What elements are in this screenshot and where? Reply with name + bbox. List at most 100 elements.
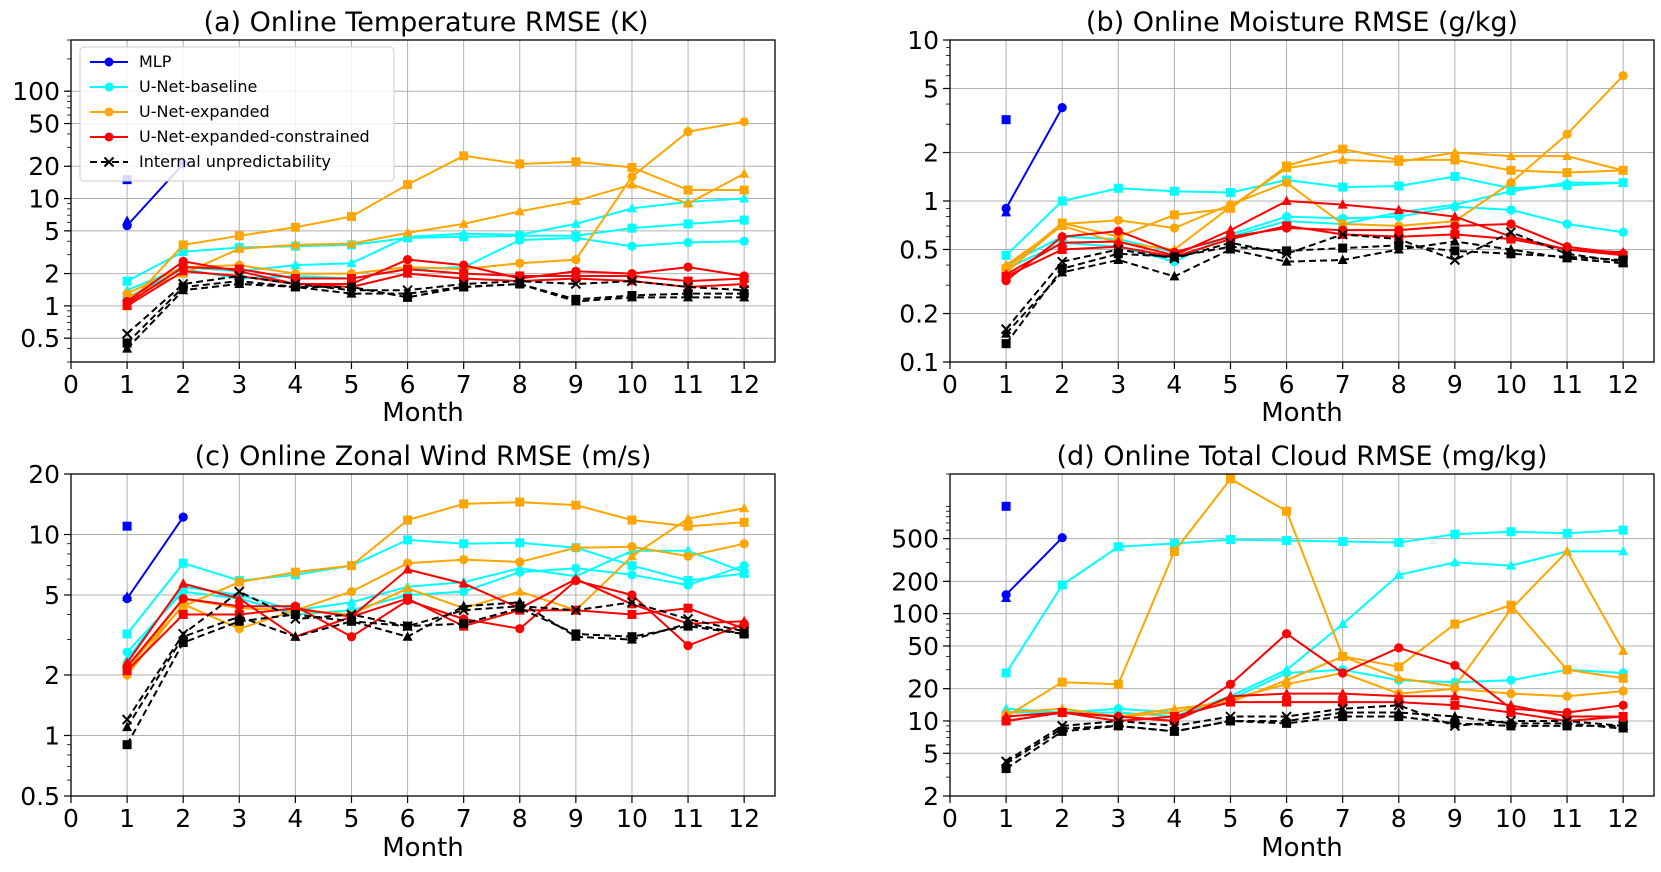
panel-c-series-u-net-baseline-square-point xyxy=(178,558,188,568)
panel-d-series-u-net-baseline-circle-point xyxy=(1113,704,1123,714)
panel-d-series-u-net-expanded-square-point xyxy=(1282,506,1292,516)
panel-c-series-internal-unpredictability-x-point xyxy=(626,597,638,608)
panel-c-x-tick-label: 0 xyxy=(63,804,79,833)
panel-d-series-u-net-baseline-square-point xyxy=(1338,537,1348,547)
panel-d-series-internal-unpredictability-square-point xyxy=(1394,712,1404,722)
panel-b-series-internal-unpredictability-triangle-point xyxy=(1505,243,1516,254)
panel-d-series-u-net-baseline-square-point xyxy=(1113,542,1123,552)
panel-b-x-ticks: 0 1 2 3 4 5 6 7 8 9 10 11 12 xyxy=(942,362,1639,399)
panel-a-y-tick-label: 2 xyxy=(44,260,60,289)
panel-d-series-u-net-expanded-constrained-square-point xyxy=(1169,712,1179,722)
panel-c-series-u-net-baseline-circle-point xyxy=(571,563,581,573)
panel-a-series-u-net-baseline-triangle-point xyxy=(570,218,581,228)
panel-c-series-u-net-expanded-circle-point xyxy=(346,586,357,597)
panel-b-y-tick-label: 5 xyxy=(923,74,939,103)
panel-a-series-internal-unpredictability-triangle-point xyxy=(290,281,301,291)
panel-a-series-u-net-expanded-triangle-line xyxy=(126,172,745,299)
panel-a-series-u-net-expanded-square-point xyxy=(627,162,637,172)
panel-a-series-u-net-baseline-circle-point xyxy=(739,236,749,246)
panel-a-series-u-net-baseline-square-point xyxy=(178,247,188,257)
panel-c-series-u-net-expanded-constrained-circle-point xyxy=(178,593,188,604)
panel-a-series-internal-unpredictability-triangle-point xyxy=(178,284,189,295)
panel-a-title: (a) Online Temperature RMSE (K) xyxy=(203,7,648,38)
panel-b-series-u-net-expanded-triangle-point xyxy=(1618,164,1629,175)
panel-b-series-internal-unpredictability-square-line xyxy=(1005,244,1624,345)
panel-d-series-internal-unpredictability-x-point xyxy=(1393,700,1404,711)
panel-a-y-tick-label: 50 xyxy=(28,110,60,139)
panel-a-series-u-net-expanded-square-line xyxy=(126,154,745,307)
panel-b-series-u-net-expanded-constrained-circle-point xyxy=(1113,226,1123,236)
panel-b-series-u-net-expanded-triangle-point xyxy=(1057,220,1068,230)
panel-a-x-tick-label: 5 xyxy=(344,370,360,399)
panel-b-series-internal-unpredictability-triangle-point xyxy=(1169,270,1180,281)
panel-a-y-tick-label: 0.5 xyxy=(20,324,60,353)
panel-b-series-u-net-expanded-constrained-triangle-point xyxy=(1225,224,1236,235)
panel-c-series-u-net-expanded-square-point xyxy=(403,515,413,525)
panel-b-x-tick-label: 10 xyxy=(1495,370,1527,399)
panel-b-series-u-net-expanded-constrained-triangle-point xyxy=(1449,211,1460,221)
panel-d-series-u-net-expanded-circle-point xyxy=(1281,679,1292,689)
panel-a-series-u-net-baseline-square-point xyxy=(739,215,749,225)
panel-c-x-tick-label: 5 xyxy=(344,804,360,833)
panel-d-plot-area xyxy=(1000,474,1629,774)
panel-c-series-u-net-expanded-triangle-point xyxy=(739,502,750,513)
panel-c-series-u-net-expanded-constrained-square-point xyxy=(290,603,300,613)
panel-b-series-mlp-circle-line xyxy=(1005,107,1064,209)
panel-b-series-internal-unpredictability-square-point xyxy=(1001,339,1011,349)
panel-b-series-u-net-expanded-constrained-triangle-point xyxy=(1337,199,1348,209)
panel-c-x-tick-label: 4 xyxy=(287,804,303,833)
panel-d-series-u-net-baseline-square-point xyxy=(1169,539,1179,549)
panel-b-series-internal-unpredictability-triangle-point xyxy=(1449,236,1460,246)
panel-d-series-u-net-expanded-constrained-triangle-point xyxy=(1337,688,1348,698)
panel-a-series-internal-unpredictability-triangle-line xyxy=(126,283,745,350)
panel-b-x-label: Month xyxy=(1261,398,1343,428)
panel-d-series-u-net-expanded-circle-point xyxy=(1618,686,1628,696)
panel-c-x-label: Month xyxy=(382,833,464,863)
panel-c-series-u-net-expanded-circle-point xyxy=(683,551,693,561)
panel-d-x-tick-label: 2 xyxy=(1054,804,1070,833)
panel-d-y-ticks: 2 5 10 20 50 100 200 500 xyxy=(891,473,950,811)
panel-d-title: (d) Online Total Cloud RMSE (mg/kg) xyxy=(1056,441,1547,472)
panel-c-series-u-net-baseline-square-point xyxy=(403,535,413,545)
panel-b-series-internal-unpredictability-triangle-point xyxy=(1001,328,1012,338)
panel-b-series-internal-unpredictability-square-point xyxy=(1169,252,1179,262)
panel-b-series-u-net-baseline-circle-point xyxy=(1450,202,1460,212)
panel-b-series-u-net-expanded-constrained-square-point xyxy=(1282,221,1292,231)
panel-c-series-mlp-square xyxy=(122,521,132,531)
panel-b-series-u-net-expanded-constrained-circle-line xyxy=(1005,223,1624,282)
panel-a-series-u-net-expanded-triangle-point xyxy=(234,243,245,253)
panel-c-x-tick-label: 12 xyxy=(728,804,760,833)
panel-c-series-u-net-expanded-constrained-triangle-point xyxy=(402,563,413,574)
panel-d-series-u-net-expanded-constrained-circle-point xyxy=(1338,668,1348,678)
panel-c-title: (c) Online Zonal Wind RMSE (m/s) xyxy=(195,441,652,472)
panel-a-series-internal-unpredictability-triangle-point xyxy=(570,295,581,306)
panel-b-x-tick-label: 11 xyxy=(1551,370,1583,399)
panel-b-series-u-net-expanded-circle-point xyxy=(1506,178,1516,188)
panel-d-x-tick-label: 7 xyxy=(1335,804,1351,833)
panel-d-series-u-net-expanded-constrained-circle-point xyxy=(1450,660,1460,670)
panel-b-series-u-net-expanded-circle-point xyxy=(1618,71,1628,81)
panel-b-series-u-net-baseline-triangle-point xyxy=(1505,185,1516,196)
panel-a-series-mlp-triangle-point xyxy=(122,215,133,225)
panel-c-series-u-net-expanded-circle-point xyxy=(739,539,749,549)
panel-a-series-u-net-baseline-square-point xyxy=(122,276,132,286)
panel-c-series-u-net-expanded-circle-point xyxy=(627,542,637,552)
panel-c-series-mlp-circle-point xyxy=(178,512,188,522)
legend-marker-expanded xyxy=(104,107,114,117)
panel-c-series-u-net-baseline-square-point xyxy=(627,561,637,571)
panel-c-series-u-net-expanded-constrained-square-point xyxy=(683,603,693,613)
panel-b-series-u-net-baseline-square-point xyxy=(1394,181,1404,191)
panel-d-series-u-net-baseline-circle-line xyxy=(1006,668,1624,714)
panel-c-series-internal-unpredictability-square-point xyxy=(739,629,749,639)
panel-b-series-internal-unpredictability-square-point xyxy=(1506,249,1516,259)
panel-d-series-internal-unpredictability-triangle-point xyxy=(1449,711,1460,721)
panel-a-series-u-net-expanded-constrained-square-point xyxy=(683,276,693,286)
panel-d-series-u-net-expanded-constrained-square-point xyxy=(1394,697,1404,707)
panel-c-series-u-net-baseline-circle-line xyxy=(126,564,745,653)
panel-b-series-u-net-expanded-constrained-square-point xyxy=(1450,229,1460,239)
panel-a-x-tick-label: 4 xyxy=(287,370,303,399)
panel-b-y-tick-label: 2 xyxy=(923,139,939,168)
panel-b-series-u-net-expanded-constrained-square-point xyxy=(1506,234,1516,244)
